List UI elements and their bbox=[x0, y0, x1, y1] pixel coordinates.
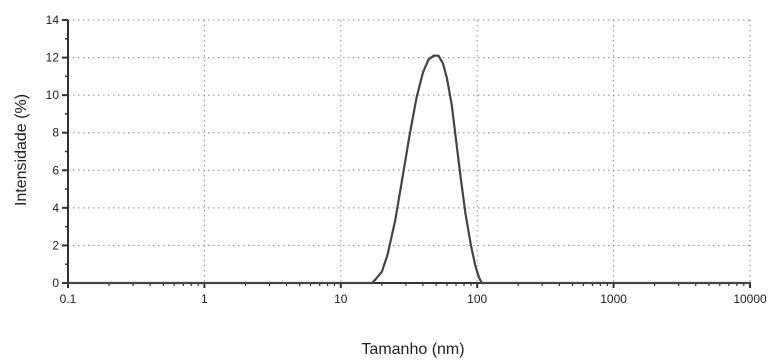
series-line bbox=[66, 54, 752, 285]
x-tick-label: 10000 bbox=[733, 292, 767, 306]
x-tick-label: 1 bbox=[201, 292, 208, 306]
y-tick-label: 8 bbox=[52, 126, 59, 140]
x-tick-label: 1000 bbox=[600, 292, 627, 306]
y-tick-label: 4 bbox=[52, 201, 59, 215]
grid bbox=[68, 19, 751, 283]
y-tick-label: 0 bbox=[52, 276, 59, 290]
y-tick-label: 10 bbox=[46, 88, 60, 102]
x-tick-label: 0.1 bbox=[60, 292, 77, 306]
y-tick-label: 14 bbox=[46, 13, 60, 27]
tick-labels: 0 2 4 6 8 10 12 14 0.1 1 10 100 1000 10000 bbox=[46, 13, 767, 306]
y-axis-title: Intensidade (%) bbox=[13, 94, 30, 206]
x-tick-label: 10 bbox=[334, 292, 348, 306]
x-tick-label: 100 bbox=[467, 292, 487, 306]
y-tick-label: 2 bbox=[52, 238, 59, 252]
y-tick-label: 6 bbox=[52, 163, 59, 177]
y-tick-label: 12 bbox=[46, 51, 60, 65]
series-layer bbox=[66, 54, 752, 285]
x-axis-title: Tamanho (nm) bbox=[361, 341, 464, 358]
